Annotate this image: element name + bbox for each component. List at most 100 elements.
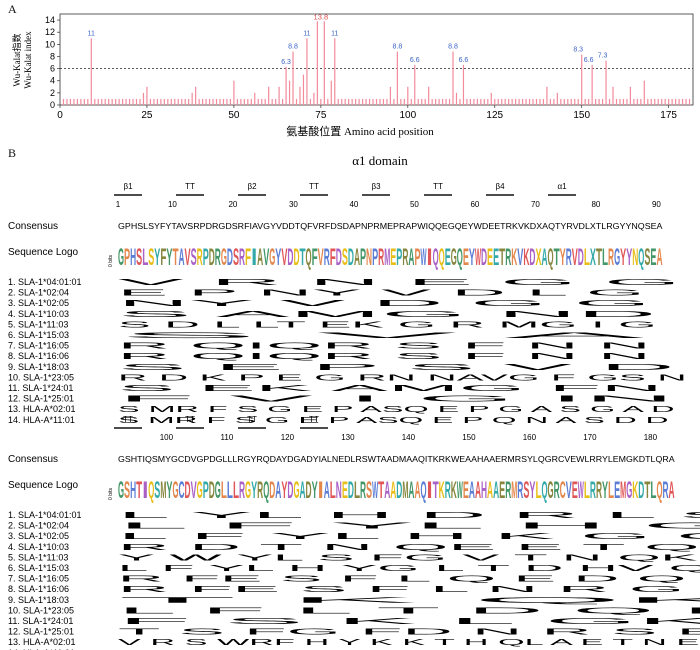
logo-glyph: R (505, 477, 511, 504)
bar (553, 98, 555, 105)
bar (292, 51, 294, 105)
logo-glyph: T (433, 477, 439, 504)
alignment-row-diff: T K QK (118, 596, 700, 605)
logo-glyph: R (215, 244, 221, 271)
ss-label: β4 (495, 182, 505, 191)
bar (685, 98, 687, 105)
bar (657, 98, 659, 105)
logo-glyph: R (590, 477, 596, 504)
logo-glyph: S (191, 244, 197, 271)
logo-glyph: A (414, 477, 420, 504)
logo-glyph: G (197, 477, 203, 504)
bar (327, 98, 329, 105)
bar (574, 98, 576, 105)
logo-glyph: M (402, 477, 408, 504)
consensus-label: Consensus (8, 221, 58, 232)
consensus-sequence: GSHTIQSMYGCDVGPDGLLLRGYRQDAYDGADYIALNEDL… (118, 455, 675, 464)
logo-glyph: V (517, 244, 523, 271)
logo-glyph: M (511, 477, 517, 504)
logo-glyph: L (584, 477, 590, 504)
bar (250, 98, 252, 105)
logo-glyph: Y (626, 244, 632, 271)
logo-glyph: G (269, 244, 275, 271)
bar (94, 98, 96, 105)
logo-glyph: L (650, 477, 656, 504)
bar (365, 98, 367, 105)
logo-glyph: F (160, 244, 166, 271)
logo-glyph: G (118, 477, 124, 504)
bar (636, 98, 638, 105)
logo-glyph: N (336, 477, 342, 504)
bar (459, 98, 461, 105)
bar (668, 98, 670, 105)
data-label: 6.6 (410, 57, 420, 64)
bar (605, 60, 607, 105)
alignment-row-label: 1. SLA-1*04:01:01 (8, 277, 82, 287)
alignment-row-diff: V R S WRF H Y K K T H QL A E T N E T (118, 638, 700, 647)
data-label: 8.8 (288, 44, 298, 51)
logo-glyph: D (638, 477, 644, 504)
logo-glyph: L (142, 244, 148, 271)
bar (386, 98, 388, 105)
ruler-number: 150 (462, 433, 476, 442)
data-label: 11 (331, 30, 338, 37)
ruler-number: 110 (221, 433, 234, 442)
logo-glyph: C (179, 477, 185, 504)
bar (525, 98, 527, 105)
logo-glyph: R (324, 244, 330, 271)
bar (379, 98, 381, 105)
bar (226, 98, 228, 105)
bar (421, 98, 423, 105)
logo-glyph: R (596, 477, 602, 504)
bar (372, 98, 374, 105)
alignment-row-diff: F V I G IN (118, 395, 678, 404)
logo-glyph: D (396, 477, 402, 504)
logo-glyph: X (590, 244, 596, 271)
logo-glyph: R (554, 477, 560, 504)
bar (215, 98, 218, 105)
logo-glyph: L (330, 477, 336, 504)
logo-glyph: A (408, 477, 414, 504)
bar (681, 98, 684, 105)
ss-label: β1 (123, 182, 133, 191)
bar (135, 98, 138, 105)
bar (212, 98, 214, 105)
logo-glyph: D (293, 244, 299, 271)
bar (501, 98, 503, 105)
logo-glyph: P (124, 244, 130, 271)
bar (629, 86, 631, 105)
logo-glyph: D (227, 244, 233, 271)
bar (334, 38, 336, 106)
alignment-row-diff: S MR F S G E P ASQ E P Q N A S D D (118, 416, 669, 425)
ss-label: TT (185, 182, 195, 191)
consensus-label: Consensus (8, 454, 58, 465)
logo-glyph: S (233, 244, 239, 271)
bar (601, 98, 604, 105)
bar (375, 98, 378, 105)
x-tick-label: 75 (315, 110, 327, 121)
bar (257, 98, 259, 105)
bar (118, 98, 120, 105)
bar (581, 54, 583, 105)
bar (198, 98, 200, 105)
alignment-row-label: 6. SLA-1*15:03 (8, 330, 69, 340)
bar (671, 98, 673, 105)
bar (428, 86, 430, 105)
logo-glyph: D (269, 477, 275, 504)
logo-glyph: M (160, 477, 166, 504)
alignment-row-label: 8. SLA-1*16:06 (8, 351, 69, 361)
bar (570, 98, 572, 105)
logo-glyph: Y (275, 244, 281, 271)
logo-glyph: Y (469, 244, 475, 271)
alignment-row-label: 13. HLA-A*02:01 (8, 404, 76, 414)
alpha1-domain-title: α1 domain (352, 153, 408, 168)
alignment-row-label: 2. SLA-1*02:04 (8, 521, 69, 531)
bar (438, 98, 440, 105)
alignment-row-diff: S AMG ND (118, 310, 659, 319)
ruler-number: 1 (116, 200, 121, 209)
alignment-row-diff: R FE S F L Q E D Q Q (118, 575, 700, 584)
y-tick-label: 2 (50, 88, 55, 98)
logo-glyph: V (566, 477, 572, 504)
alignment-row-label: 5. SLA-1*11:03 (8, 552, 68, 562)
